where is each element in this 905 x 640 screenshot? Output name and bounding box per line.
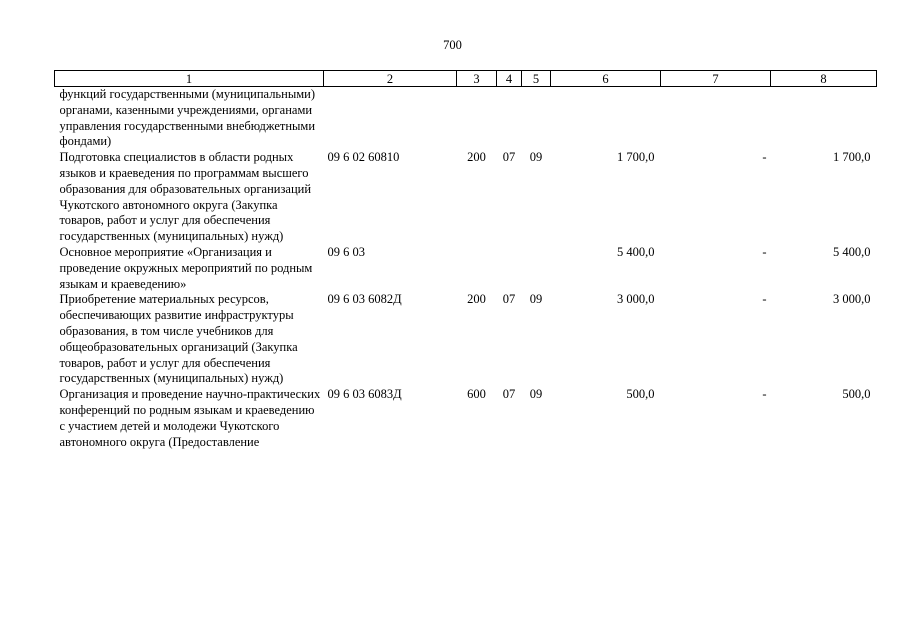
row-sum	[551, 87, 661, 151]
row-name: Подготовка специалистов в области родных…	[59, 150, 312, 244]
row-total: 3 000,0	[833, 292, 871, 307]
row-code	[324, 87, 457, 151]
row-pr: 09	[529, 150, 543, 165]
row-vr: 600	[467, 387, 486, 402]
page-number: 700	[443, 38, 462, 52]
row-name: Приобретение материальных ресурсов, обес…	[59, 292, 298, 386]
row-change: -	[762, 387, 767, 402]
row-sum: 500,0	[626, 387, 655, 402]
table-row: Организация и проведение научно-практиче…	[55, 387, 877, 450]
row-change: -	[762, 292, 767, 307]
row-pr: 09	[529, 387, 543, 402]
row-total: 5 400,0	[833, 244, 871, 259]
column-header-4: 4	[496, 70, 522, 87]
row-name: функций государственными (муниципальными…	[59, 87, 316, 149]
table-row: Основное мероприятие «Организация и пров…	[55, 245, 877, 292]
column-header-6: 6	[550, 70, 661, 87]
row-code: 09 6 03	[327, 244, 366, 259]
row-vr	[457, 245, 497, 292]
table-row: Подготовка специалистов в области родных…	[55, 150, 877, 245]
column-header-2: 2	[323, 70, 457, 87]
table-header-row: 1 2 3 4 5 6 7 8	[54, 70, 877, 87]
row-code: 09 6 03 6082Д	[327, 292, 402, 307]
row-vr	[457, 87, 497, 151]
row-change	[661, 87, 771, 151]
budget-table: 1 2 3 4 5 6 7 8 функций государственными…	[54, 70, 877, 450]
row-sum: 1 700,0	[617, 150, 655, 165]
row-rz: 07	[502, 150, 516, 165]
row-rz: 07	[502, 292, 516, 307]
table-row: Приобретение материальных ресурсов, обес…	[55, 292, 877, 387]
column-header-5: 5	[521, 70, 551, 87]
row-code: 09 6 03 6083Д	[327, 387, 402, 402]
row-total: 500,0	[842, 387, 871, 402]
row-change: -	[762, 150, 767, 165]
row-vr: 200	[467, 150, 486, 165]
column-header-8: 8	[770, 70, 877, 87]
row-sum: 3 000,0	[617, 292, 655, 307]
row-name: Основное мероприятие «Организация и пров…	[59, 244, 313, 291]
row-rz: 07	[502, 387, 516, 402]
table-row: функций государственными (муниципальными…	[55, 87, 877, 151]
row-name: Организация и проведение научно-практиче…	[59, 387, 321, 449]
row-pr: 09	[529, 292, 543, 307]
row-pr	[522, 87, 551, 151]
column-header-1: 1	[54, 70, 324, 87]
column-header-3: 3	[456, 70, 497, 87]
row-pr	[522, 245, 551, 292]
column-header-7: 7	[660, 70, 771, 87]
row-sum: 5 400,0	[617, 244, 655, 259]
row-rz	[497, 87, 522, 151]
row-change: -	[762, 244, 767, 259]
row-total: 1 700,0	[833, 150, 871, 165]
row-rz	[497, 245, 522, 292]
row-vr: 200	[467, 292, 486, 307]
row-total	[771, 87, 877, 151]
row-code: 09 6 02 60810	[327, 150, 400, 165]
